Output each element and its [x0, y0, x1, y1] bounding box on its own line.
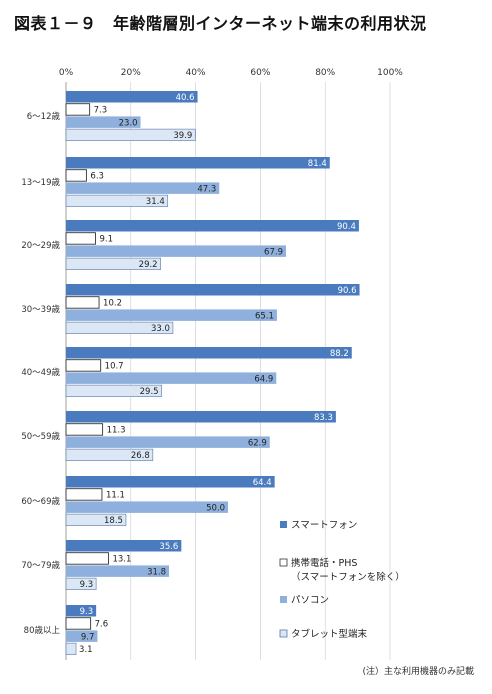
category-label: 20～29歳: [21, 240, 60, 251]
legend-label: 携帯電話・PHS: [291, 557, 357, 569]
data-label: 90.4: [337, 222, 356, 232]
bar-tablet: [65, 642, 77, 655]
data-label: 26.8: [131, 451, 150, 461]
bar-feature-phone: [65, 617, 92, 630]
bar-tablet: [65, 384, 162, 397]
data-label: 7.6: [95, 620, 109, 630]
data-label: 67.9: [264, 247, 283, 257]
data-label: 9.3: [80, 607, 94, 617]
legend-label: パソコン: [291, 595, 329, 606]
data-label: 23.0: [119, 118, 138, 128]
data-label: 31.4: [146, 197, 165, 207]
figure-title: 図表１－９ 年齢階層別インターネット端末の利用状況: [14, 14, 427, 33]
legend-label: タブレット型端末: [291, 628, 368, 640]
bar-pc: [66, 245, 286, 257]
category-label: 30～39歳: [21, 304, 60, 315]
data-label: 47.3: [197, 184, 216, 194]
bar-feature-phone: [65, 488, 103, 501]
legend-swatch: [279, 629, 288, 638]
legend-swatch: [280, 596, 287, 603]
bar-pc: [66, 565, 170, 577]
category-label: 50～59歳: [21, 431, 60, 442]
bar-smartphone: [66, 476, 275, 488]
category-label: 6～12歳: [27, 111, 61, 122]
bar-feature-phone: [65, 103, 91, 116]
bar-tablet: [65, 321, 174, 334]
bar-smartphone: [66, 220, 359, 232]
bar-smartphone: [66, 347, 352, 359]
bar-pc: [66, 436, 270, 448]
legend-swatch: [280, 521, 287, 528]
bar-tablet: [65, 194, 169, 207]
data-label: 9.7: [81, 632, 95, 642]
bar-pc: [66, 116, 141, 128]
data-label: 9.3: [80, 580, 94, 590]
x-tick-label: 60%: [250, 68, 270, 78]
bar-feature-phone: [65, 359, 102, 372]
category-label: 13～19歳: [21, 177, 60, 188]
bar-tablet: [65, 257, 161, 270]
bar-tablet: [65, 513, 127, 526]
legend-label: （スマートフォンを除く）: [291, 571, 405, 583]
bar-tablet: [65, 128, 196, 141]
category-label: 60～69歳: [21, 496, 60, 507]
data-label: 7.3: [94, 106, 108, 116]
bar-feature-phone: [65, 423, 104, 436]
legend-label: スマートフォン: [291, 520, 357, 531]
data-label: 90.6: [338, 286, 357, 296]
x-tick-label: 80%: [315, 68, 335, 78]
footnote: (注）主な利用機器のみ記載: [362, 667, 474, 677]
data-label: 9.1: [99, 235, 113, 245]
data-label: 11.3: [107, 426, 126, 436]
category-label: 40～49歳: [21, 367, 60, 378]
category-label: 80歳以上: [24, 625, 61, 636]
category-label: 70～79歳: [21, 560, 60, 571]
bar-smartphone: [66, 91, 198, 103]
bar-pc: [66, 309, 277, 321]
bar-tablet: [65, 448, 154, 461]
data-label: 64.4: [253, 478, 272, 488]
bar-smartphone: [66, 540, 182, 552]
data-label: 40.6: [176, 93, 195, 103]
x-tick-label: 40%: [186, 68, 206, 78]
bar-smartphone: [66, 411, 336, 423]
data-label: 6.3: [90, 172, 104, 182]
bar-feature-phone: [65, 169, 87, 182]
data-label: 88.2: [330, 349, 349, 359]
x-tick-label: 0%: [59, 68, 74, 78]
data-label: 50.0: [206, 503, 225, 513]
data-label: 64.9: [254, 374, 273, 384]
data-label: 11.1: [106, 491, 125, 501]
data-label: 10.2: [103, 299, 122, 309]
x-tick-label: 100%: [377, 68, 403, 78]
data-label: 81.4: [308, 159, 327, 169]
bar-feature-phone: [65, 232, 96, 245]
bar-pc: [66, 501, 228, 513]
bar-tablet: [65, 577, 97, 590]
data-label: 35.6: [159, 542, 178, 552]
data-label: 62.9: [248, 438, 267, 448]
x-tick-label: 20%: [121, 68, 141, 78]
data-label: 83.3: [314, 413, 333, 423]
data-label: 18.5: [104, 516, 123, 526]
bar-feature-phone: [65, 552, 109, 565]
bar-pc: [66, 182, 220, 194]
bar-pc: [66, 372, 277, 384]
data-label: 29.5: [140, 387, 159, 397]
bar-smartphone: [66, 284, 360, 296]
data-label: 10.7: [105, 362, 124, 372]
bar-smartphone: [66, 605, 97, 617]
bar-pc: [66, 630, 98, 642]
data-label: 33.0: [151, 324, 170, 334]
bar-smartphone: [66, 157, 330, 169]
data-label: 65.1: [255, 311, 274, 321]
data-label: 13.1: [112, 555, 131, 565]
data-label: 31.8: [147, 567, 166, 577]
data-label: 39.9: [173, 131, 192, 141]
data-label: 29.2: [139, 260, 158, 270]
legend-swatch: [279, 558, 288, 567]
bar-feature-phone: [65, 296, 100, 309]
data-label: 3.1: [79, 645, 93, 655]
